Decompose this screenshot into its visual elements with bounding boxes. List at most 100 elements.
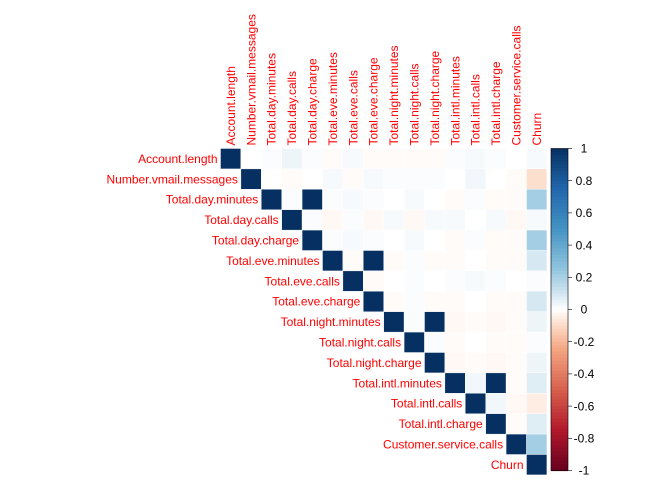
colorbar-segment: [551, 293, 568, 298]
colorbar-segment: [551, 335, 568, 340]
colorbar-segment: [551, 412, 568, 417]
row-label: Number.vmail.messages: [107, 172, 238, 186]
cell-Total.day.minutes-Total.eve.charge: [363, 189, 384, 210]
column-label: Total.intl.minutes: [448, 56, 462, 145]
cell-Total.day.calls-Total.eve.minutes: [322, 209, 344, 231]
row-label: Total.eve.minutes: [226, 254, 319, 268]
cell-Total.day.calls-Total.intl.charge: [485, 209, 507, 231]
cell-Number.vmail.messages-Number.vmail.messages: [240, 168, 262, 190]
colorbar-segment: [551, 286, 568, 291]
cell-Total.eve.calls-Churn: [526, 270, 548, 292]
colorbar-segment: [551, 245, 568, 249]
colorbar-segment: [551, 351, 568, 356]
cell-Number.vmail.messages-Total.intl.calls: [465, 168, 486, 190]
cell-Total.eve.charge-Customer.service.calls: [505, 291, 527, 312]
cell-Total.intl.calls-Customer.service.calls: [505, 393, 527, 414]
row-label: Total.intl.minutes: [353, 376, 442, 390]
colorbar-segment: [551, 319, 568, 323]
cell-Number.vmail.messages-Total.night.minutes: [383, 168, 405, 190]
colorbar-segment: [551, 357, 568, 362]
colorbar-segment: [551, 386, 568, 391]
cell-Total.eve.calls-Total.intl.minutes: [444, 270, 466, 292]
row-labels: Account.length Number.vmail.messages Total…: [107, 152, 524, 472]
colorbar-segment: [551, 229, 568, 233]
colorbar-tick-label: 0.6: [576, 206, 593, 220]
cell-Total.eve.minutes-Total.intl.minutes: [444, 250, 466, 272]
colorbar-segment: [551, 257, 568, 262]
colorbar-segment: [551, 428, 568, 433]
cell-Total.day.charge-Total.night.calls: [403, 229, 425, 251]
colorbar-segment: [551, 402, 568, 407]
colorbar-segment: [551, 222, 568, 227]
colorbar-segment: [551, 328, 568, 333]
cell-Total.day.calls-Total.eve.charge: [363, 209, 384, 231]
cell-Total.eve.charge-Churn: [526, 291, 548, 312]
column-label: Total.night.calls: [408, 63, 422, 145]
column-label: Total.night.minutes: [387, 45, 401, 145]
cell-Account.length-Total.night.calls: [403, 148, 425, 170]
cell-Total.eve.minutes-Total.eve.charge: [363, 250, 384, 272]
cell-Total.day.charge-Total.eve.calls: [342, 229, 364, 251]
cell-Total.intl.calls-Total.intl.charge: [485, 393, 507, 414]
colorbar-segment: [551, 296, 568, 301]
colorbar-segment: [551, 431, 568, 436]
cell-Total.day.charge-Total.day.charge: [301, 229, 323, 251]
cell-Total.intl.minutes-Total.intl.charge: [485, 372, 507, 394]
colorbar-segment: [551, 406, 568, 410]
colorbar-segment: [551, 312, 568, 317]
cell-Total.day.calls-Total.night.charge: [424, 209, 446, 231]
colorbar-segment: [551, 290, 568, 294]
cell-Number.vmail.messages-Total.day.calls: [281, 168, 303, 190]
colorbar-segment: [551, 164, 568, 169]
colorbar-segment: [551, 216, 568, 220]
cell-Total.day.minutes-Total.eve.calls: [342, 189, 364, 210]
cell-Total.day.charge-Total.intl.minutes: [444, 229, 466, 251]
colorbar-segment: [551, 154, 568, 159]
colorbar-segment: [551, 373, 568, 378]
cell-Total.eve.minutes-Total.eve.calls: [342, 250, 364, 272]
colorbar-segment: [551, 383, 568, 388]
column-label: Total.eve.charge: [367, 57, 381, 145]
cell-Number.vmail.messages-Churn: [526, 168, 548, 190]
cell-Total.night.calls-Churn: [526, 331, 548, 353]
colorbar-segment: [551, 212, 568, 217]
colorbar-segment: [551, 190, 568, 195]
cell-Total.night.minutes-Customer.service.calls: [505, 311, 527, 333]
cell-Total.day.minutes-Customer.service.calls: [505, 189, 527, 210]
colorbar-tick-label: -0.4: [574, 367, 595, 381]
cell-Total.intl.minutes-Churn: [526, 372, 548, 394]
colorbar-segment: [551, 299, 568, 304]
colorbar-segment: [551, 251, 568, 256]
cell-Total.night.minutes-Total.intl.minutes: [444, 311, 466, 333]
colorbar-segment: [551, 219, 568, 224]
cell-Total.night.calls-Customer.service.calls: [505, 331, 527, 353]
colorbar-segment: [551, 377, 568, 381]
row-label: Total.night.charge: [327, 356, 422, 370]
cell-Account.length-Customer.service.calls: [505, 148, 527, 170]
colorbar-segment: [551, 274, 568, 278]
cell-Total.night.minutes-Total.night.calls: [403, 311, 425, 333]
cell-Total.day.minutes-Total.intl.minutes: [444, 189, 466, 210]
colorbar-segment: [551, 354, 568, 359]
colorbar-tick-label: 1: [581, 142, 588, 156]
colorbar-segment: [551, 457, 568, 462]
cell-Churn-Churn: [526, 454, 548, 476]
cell-Total.eve.charge-Total.night.calls: [403, 291, 425, 312]
row-label: Total.day.charge: [212, 234, 299, 248]
cell-Total.eve.charge-Total.eve.charge: [363, 291, 384, 312]
cell-Total.intl.charge-Total.intl.charge: [485, 413, 507, 435]
cell-Account.length-Total.intl.charge: [485, 148, 507, 170]
cell-Customer.service.calls-Churn: [526, 433, 548, 455]
cell-Total.night.minutes-Total.night.minutes: [383, 311, 405, 333]
colorbar-segment: [551, 206, 568, 211]
cell-Total.day.calls-Total.intl.calls: [465, 209, 486, 231]
cell-Total.night.charge-Churn: [526, 352, 548, 374]
cell-Number.vmail.messages-Customer.service.calls: [505, 168, 527, 190]
column-label: Customer.service.calls: [510, 25, 524, 145]
cell-Total.night.minutes-Churn: [526, 311, 548, 333]
colorbar-segment: [551, 196, 568, 201]
cell-Total.eve.minutes-Total.night.calls: [403, 250, 425, 272]
cell-Account.length-Total.night.minutes: [383, 148, 405, 170]
cell-Total.eve.calls-Total.eve.calls: [342, 270, 364, 292]
cell-Total.day.minutes-Total.day.calls: [281, 189, 303, 210]
